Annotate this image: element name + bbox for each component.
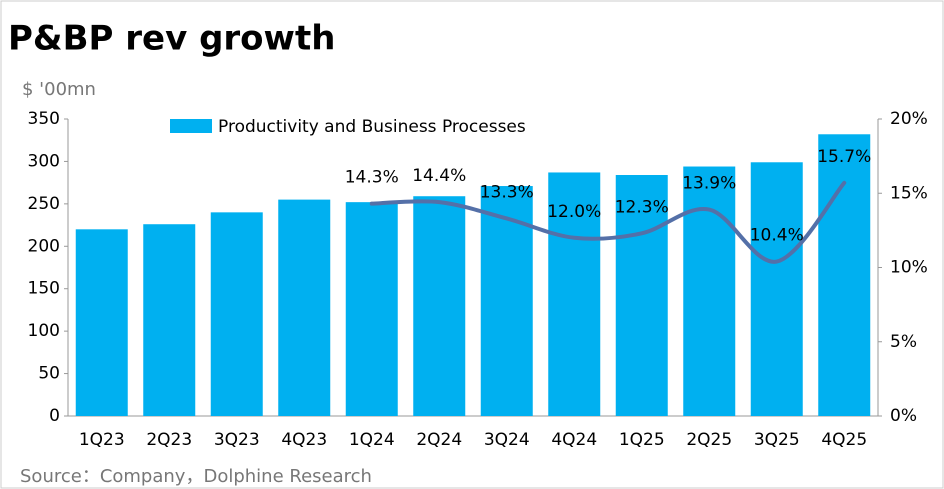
bar (143, 224, 196, 416)
source: Source：Company，Dolphine Research (20, 466, 372, 487)
y2-tick-label: 10% (890, 258, 928, 278)
y2-tick-label: 5% (890, 332, 917, 352)
y-tick-label: 250 (28, 194, 60, 214)
bar (683, 166, 736, 416)
y-tick-label: 100 (28, 321, 60, 341)
y-tick-label: 200 (28, 236, 60, 256)
bar (345, 202, 398, 416)
line (369, 180, 847, 264)
data-label: 12.0% (547, 202, 601, 222)
legend-swatch (170, 119, 212, 133)
x-tick-label: 4Q25 (821, 430, 867, 450)
chart-title: P&BP rev growth (8, 19, 335, 59)
x-tick-label: 3Q23 (214, 430, 260, 450)
data-label: 15.7% (817, 147, 871, 167)
x-tick-label: 3Q24 (484, 430, 530, 450)
y-tick-label: 0 (49, 406, 60, 426)
bar (750, 162, 803, 416)
y-tick-label: 300 (28, 151, 60, 171)
legend-label: Productivity and Business Processes (218, 117, 526, 137)
x-tick-label: 2Q24 (416, 430, 462, 450)
x-tick-label: 1Q23 (79, 430, 125, 450)
data-label: 14.4% (412, 166, 466, 186)
bar (615, 175, 668, 416)
x-tick-label: 4Q23 (281, 430, 327, 450)
y2-tick-label: 20% (890, 109, 928, 129)
y-axis-unit: $ '00mn (22, 79, 96, 100)
bar (75, 229, 128, 416)
x-tick-label: 2Q23 (146, 430, 192, 450)
data-label: 13.3% (480, 182, 534, 202)
bar (278, 199, 331, 416)
y2-tick-label: 15% (890, 183, 928, 203)
x-tick-label: 1Q25 (619, 430, 665, 450)
data-label: 10.4% (750, 226, 804, 246)
x-tick-label: 3Q25 (754, 430, 800, 450)
y-tick-label: 50 (38, 364, 60, 384)
bar (548, 172, 601, 416)
data-label: 13.9% (682, 174, 736, 194)
x-tick-label: 1Q24 (349, 430, 395, 450)
bar (413, 196, 466, 416)
data-label: 14.3% (345, 168, 399, 188)
data-label: 12.3% (615, 197, 669, 217)
y2-tick-label: 0% (890, 406, 917, 426)
x-tick-label: 2Q25 (686, 430, 732, 450)
y-tick-label: 350 (28, 109, 60, 129)
x-tick-label: 4Q24 (551, 430, 597, 450)
bar (210, 212, 263, 416)
bar (818, 134, 871, 416)
y-tick-label: 150 (28, 279, 60, 299)
